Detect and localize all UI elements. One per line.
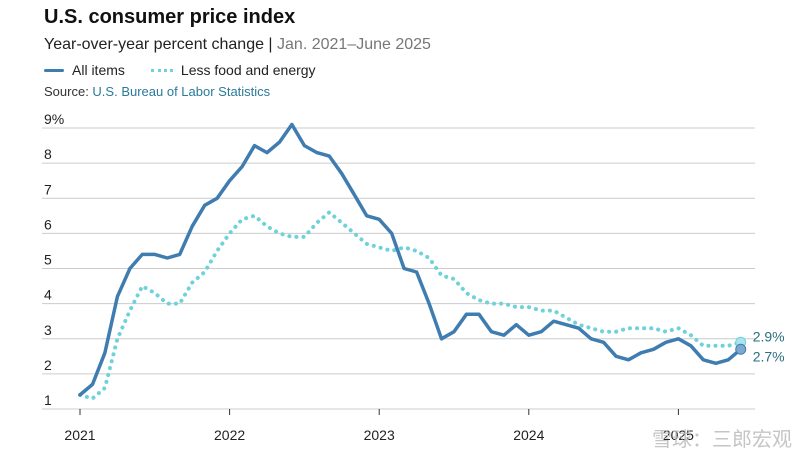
- x-tick-label-2025: 2025: [663, 427, 694, 443]
- y-tick-label-8: 8: [44, 146, 52, 162]
- chart-source: Source: U.S. Bureau of Labor Statistics: [44, 84, 270, 99]
- x-tick-label-2022: 2022: [214, 427, 245, 443]
- legend-swatch-solid: [44, 68, 64, 72]
- x-tick-label-2021: 2021: [64, 427, 95, 443]
- y-tick-label-2: 2: [44, 357, 52, 373]
- legend-swatch-dotted: [150, 68, 173, 72]
- x-tick-label-2024: 2024: [513, 427, 544, 443]
- y-tick-label-9: 9%: [44, 111, 64, 127]
- y-tick-label-7: 7: [44, 181, 52, 197]
- source-label: Source:: [44, 84, 93, 99]
- legend-item-all-items: All items: [44, 62, 125, 78]
- end-label-less-food-and-energy: 2.9%: [753, 328, 785, 344]
- legend-label-core: Less food and energy: [180, 62, 316, 78]
- chart-title: U.S. consumer price index: [44, 6, 296, 28]
- watermark: 雪球：三郎宏观: [652, 427, 792, 451]
- y-tick-label-3: 3: [44, 322, 52, 338]
- subtitle-main: Year-over-year percent change: [44, 36, 264, 53]
- series-line-all-items: [78, 122, 743, 397]
- subtitle-range: Jan. 2021–June 2025: [277, 36, 431, 53]
- y-tick-label-6: 6: [44, 216, 52, 232]
- source-value: U.S. Bureau of Labor Statistics: [92, 84, 271, 99]
- y-tick-label-5: 5: [44, 252, 52, 268]
- endpoint-all-items: [735, 343, 747, 355]
- legend-item-core: Less food and energy: [150, 62, 316, 78]
- y-tick-label-1: 1: [44, 392, 52, 408]
- legend-label-all-items: All items: [72, 62, 125, 78]
- subtitle-separator: |: [263, 36, 278, 53]
- chart-subtitle: Year-over-year percent change | Jan. 202…: [44, 36, 431, 54]
- chart-legend: All items Less food and energy: [44, 62, 342, 78]
- x-tick-label-2023: 2023: [364, 427, 395, 443]
- end-label-all-items: 2.7%: [753, 348, 785, 364]
- series-line-less-food-and-energy: [78, 209, 743, 401]
- y-tick-label-4: 4: [44, 287, 52, 303]
